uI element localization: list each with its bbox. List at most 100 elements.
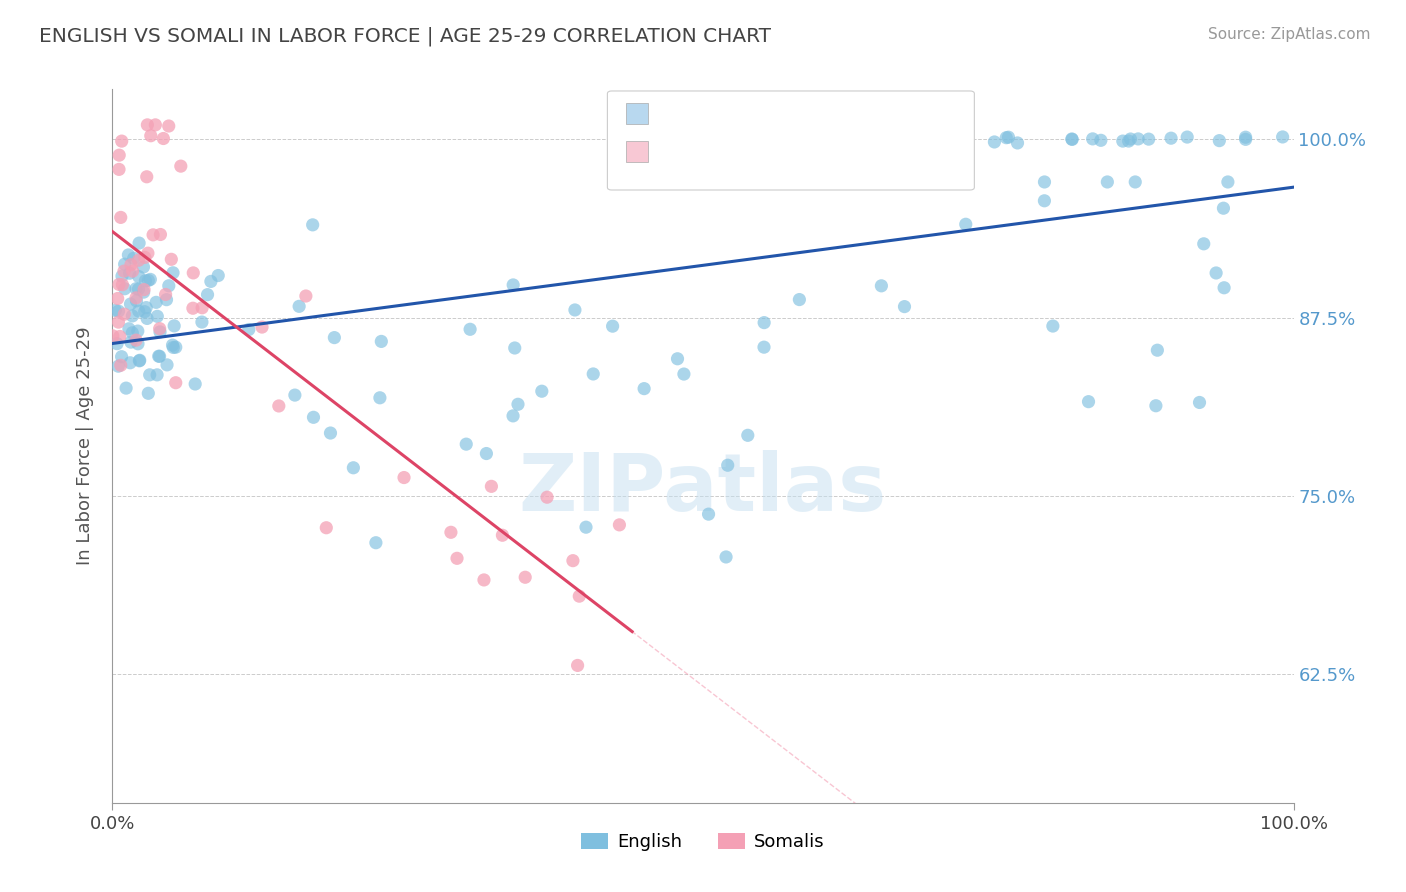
Somalis — [108, 148, 131, 162]
English — [127, 336, 149, 351]
English — [162, 341, 184, 355]
English — [134, 304, 156, 318]
English — [1208, 134, 1230, 148]
English — [893, 300, 915, 314]
English — [136, 311, 159, 326]
Somalis — [561, 554, 583, 568]
English — [132, 285, 155, 300]
Somalis — [134, 251, 156, 265]
Somalis — [515, 570, 537, 584]
English — [157, 278, 180, 293]
Somalis — [170, 159, 193, 173]
Somalis — [250, 320, 273, 334]
English — [1212, 201, 1234, 215]
English — [1234, 132, 1257, 146]
English — [1216, 175, 1239, 189]
English — [127, 282, 149, 296]
Somalis — [111, 134, 134, 148]
Text: N =: N = — [772, 140, 811, 158]
Somalis — [446, 551, 468, 566]
English — [200, 274, 222, 288]
English — [1007, 136, 1029, 150]
English — [121, 309, 143, 323]
English — [1205, 266, 1227, 280]
Somalis — [155, 287, 177, 301]
English — [683, 132, 706, 146]
English — [110, 350, 132, 364]
English — [191, 315, 214, 329]
English — [128, 354, 150, 368]
English — [633, 382, 655, 396]
English — [983, 135, 1005, 149]
Somalis — [267, 399, 290, 413]
English — [1146, 343, 1168, 358]
English — [120, 356, 142, 370]
English — [342, 460, 364, 475]
Text: ENGLISH VS SOMALI IN LABOR FORCE | AGE 25-29 CORRELATION CHART: ENGLISH VS SOMALI IN LABOR FORCE | AGE 2… — [39, 27, 772, 46]
Somalis — [181, 301, 204, 316]
English — [1123, 175, 1146, 189]
English — [117, 248, 139, 262]
English — [1128, 132, 1150, 146]
English — [238, 322, 260, 336]
Somalis — [165, 376, 187, 390]
English — [128, 269, 150, 284]
English — [582, 367, 605, 381]
Somalis — [440, 525, 463, 540]
English — [752, 340, 775, 354]
English — [1097, 175, 1119, 189]
English — [156, 358, 179, 372]
Somalis — [295, 289, 318, 303]
English — [1042, 319, 1064, 334]
Somalis — [568, 589, 591, 603]
English — [162, 266, 184, 280]
Somalis — [181, 266, 204, 280]
English — [132, 260, 155, 274]
English — [920, 129, 942, 144]
English — [149, 325, 172, 339]
English — [120, 297, 142, 311]
English — [128, 353, 150, 368]
Somalis — [191, 301, 214, 315]
English — [165, 340, 187, 354]
Text: -0.444: -0.444 — [707, 140, 772, 158]
English — [1188, 395, 1211, 409]
English — [564, 302, 586, 317]
Somalis — [120, 258, 142, 272]
English — [122, 252, 145, 266]
English — [125, 293, 148, 308]
English — [111, 269, 134, 284]
English — [136, 273, 159, 287]
English — [120, 335, 142, 350]
Somalis — [149, 321, 172, 335]
English — [458, 322, 481, 336]
English — [731, 132, 754, 146]
Somalis — [125, 291, 148, 305]
Text: ZIPatlas: ZIPatlas — [519, 450, 887, 528]
Somalis — [107, 315, 129, 329]
Text: N =: N = — [772, 102, 811, 120]
English — [146, 368, 169, 382]
Text: Source: ZipAtlas.com: Source: ZipAtlas.com — [1208, 27, 1371, 42]
English — [1033, 175, 1056, 189]
English — [870, 278, 893, 293]
English — [1137, 132, 1160, 146]
English — [672, 367, 695, 381]
English — [717, 458, 740, 473]
English — [115, 381, 138, 395]
English — [148, 349, 170, 363]
Text: R =: R = — [659, 102, 699, 120]
English — [105, 336, 128, 351]
Somalis — [157, 119, 180, 133]
English — [673, 131, 696, 145]
English — [301, 218, 323, 232]
Text: 53: 53 — [823, 140, 848, 158]
English — [904, 132, 927, 146]
English — [114, 257, 136, 271]
English — [135, 301, 157, 315]
English — [1175, 130, 1198, 145]
English — [125, 282, 148, 296]
English — [184, 376, 207, 391]
English — [148, 349, 170, 363]
English — [1192, 236, 1215, 251]
